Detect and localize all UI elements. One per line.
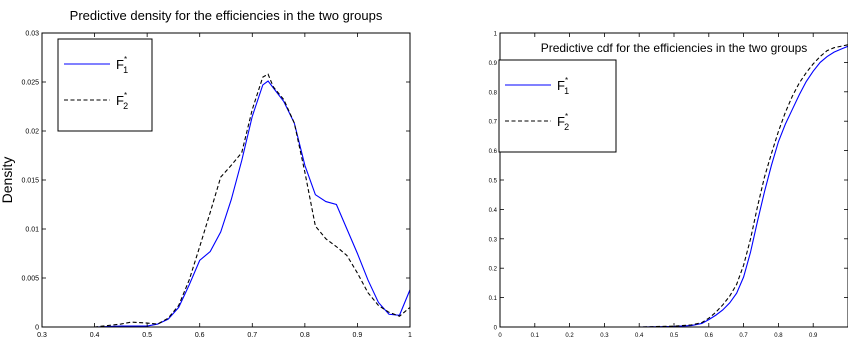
x-tick-label: 0.7: [739, 333, 748, 339]
y-tick-label: 0.7: [489, 120, 498, 126]
y-tick-label: 0.5: [489, 179, 498, 185]
y-tick-label: 1: [494, 32, 498, 38]
x-tick-label: 0.6: [195, 332, 205, 339]
x-tick-label: 0.5: [670, 333, 679, 339]
x-tick-label: 0.7: [247, 332, 257, 339]
chart-title: Predictive cdf for the efficiencies in t…: [541, 41, 808, 55]
y-tick-label: 0.9: [489, 61, 498, 67]
x-tick-label: 0.9: [809, 333, 818, 339]
x-tick-label: 0.8: [300, 332, 310, 339]
y-tick-label: 0.01: [25, 227, 39, 234]
x-tick-label: 0.9: [353, 332, 363, 339]
x-tick-label: 0.3: [600, 333, 609, 339]
y-tick-label: 0.1: [489, 296, 498, 302]
y-tick-label: 0: [494, 326, 498, 332]
legend-box: [58, 39, 152, 131]
y-tick-label: 0.3: [489, 237, 498, 243]
chart-title: Predictive density for the efficiencies …: [70, 8, 383, 23]
y-tick-label: 0.02: [25, 129, 39, 136]
y-tick-label: 0.005: [21, 276, 39, 283]
x-tick-label: 0.4: [90, 332, 100, 339]
x-tick-label: 0.6: [705, 333, 714, 339]
chart-1: Predictive density for the efficiencies …: [0, 8, 412, 339]
legend: F* 1F* 2: [58, 39, 152, 131]
y-tick-label: 0.8: [489, 90, 498, 96]
x-tick-label: 0.1: [531, 333, 540, 339]
y-tick-label: 0.4: [489, 208, 498, 214]
x-tick-label: 0.5: [142, 332, 152, 339]
y-tick-label: 0.025: [21, 80, 39, 87]
legend: F* 1F* 2: [499, 60, 616, 152]
y-tick-label: 0.015: [21, 178, 39, 185]
y-tick-label: 0.03: [25, 31, 39, 38]
y-tick-label: 0: [35, 325, 39, 332]
y-axis-label: Density: [0, 157, 15, 204]
x-tick-label: 0.3: [37, 332, 47, 339]
x-tick-label: 0.4: [635, 333, 644, 339]
legend-box: [499, 60, 616, 152]
x-tick-label: 0.8: [774, 333, 783, 339]
x-tick-label: 1: [408, 332, 412, 339]
x-tick-label: 0: [498, 333, 502, 339]
y-tick-label: 0.6: [489, 149, 498, 155]
chart-2: Predictive cdf for the efficiencies in t…: [489, 32, 848, 340]
x-tick-label: 0.2: [565, 333, 574, 339]
y-tick-label: 0.2: [489, 267, 498, 273]
